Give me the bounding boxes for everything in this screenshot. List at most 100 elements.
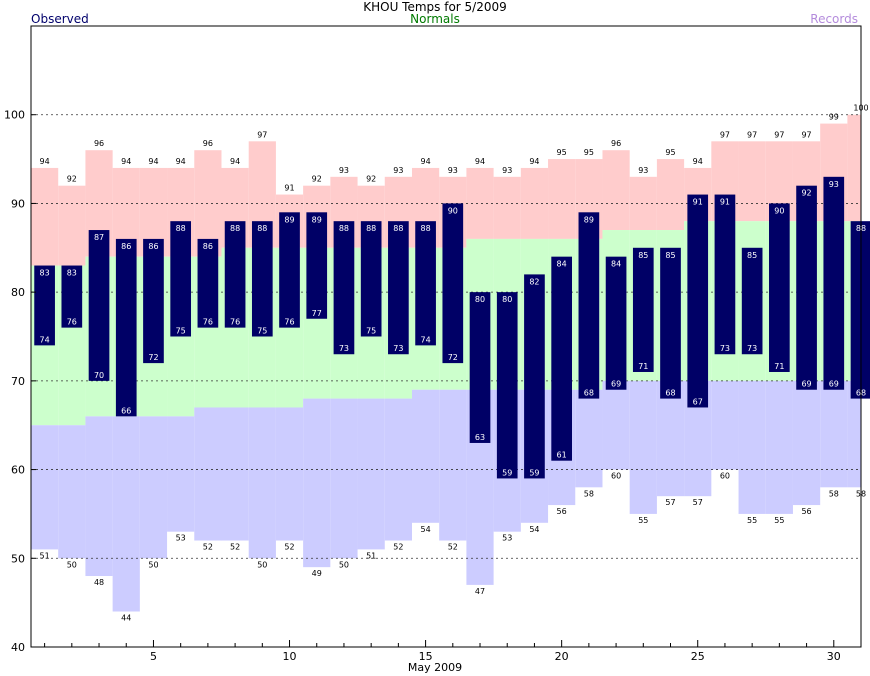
observed-high-label: 87 — [94, 233, 104, 242]
record-low-label: 52 — [284, 543, 294, 552]
observed-high-label: 83 — [40, 269, 50, 278]
record-high-label: 97 — [801, 130, 811, 139]
observed-bar — [415, 221, 436, 346]
observed-low-label: 69 — [829, 380, 839, 389]
record-low-label: 53 — [176, 534, 186, 543]
observed-bar — [143, 238, 164, 364]
record-high-band — [548, 159, 576, 239]
record-high-label: 94 — [176, 157, 186, 166]
observed-bar — [279, 212, 300, 328]
record-low-band — [847, 380, 861, 488]
observed-bar — [388, 221, 409, 355]
record-low-band — [31, 425, 59, 550]
record-high-label: 97 — [747, 130, 757, 139]
record-high-label: 93 — [638, 166, 648, 175]
observed-high-label: 89 — [312, 215, 322, 224]
record-low-label: 52 — [230, 543, 240, 552]
observed-bar — [714, 194, 736, 355]
observed-high-label: 83 — [67, 269, 77, 278]
plot-frame — [30, 25, 862, 648]
record-high-label: 94 — [693, 157, 703, 166]
legend-records: Records — [810, 12, 858, 26]
observed-high-label: 93 — [829, 180, 839, 189]
record-low-label: 52 — [203, 543, 213, 552]
y-tick-label: 90 — [11, 197, 25, 210]
observed-low-label: 73 — [720, 344, 730, 353]
record-low-label: 50 — [67, 560, 77, 569]
observed-low-label: 73 — [339, 344, 349, 353]
record-low-band — [439, 389, 467, 541]
record-high-label: 94 — [40, 157, 50, 166]
y-tick-label: 40 — [11, 641, 25, 654]
record-high-label: 94 — [121, 157, 131, 166]
observed-high-label: 82 — [529, 277, 539, 286]
record-high-label: 93 — [448, 166, 458, 175]
observed-low-label: 73 — [393, 344, 403, 353]
record-high-label: 94 — [148, 157, 158, 166]
record-high-label: 93 — [339, 166, 349, 175]
observed-low-label: 75 — [257, 327, 267, 336]
record-high-label: 95 — [557, 148, 567, 157]
observed-bar — [551, 256, 572, 461]
x-axis-label: May 2009 — [407, 661, 463, 674]
observed-high-label: 80 — [475, 295, 485, 304]
record-low-label: 58 — [584, 489, 594, 498]
observed-bar — [360, 221, 382, 337]
observed-low-label: 76 — [67, 318, 77, 327]
observed-high-label: 80 — [502, 295, 512, 304]
record-low-band — [765, 380, 793, 514]
observed-bar — [578, 212, 600, 399]
observed-bar — [197, 238, 219, 328]
x-tick-label: 25 — [691, 650, 705, 663]
record-low-band — [194, 407, 222, 541]
observed-high-label: 86 — [148, 242, 158, 251]
observed-low-label: 71 — [774, 362, 784, 371]
observed-high-label: 88 — [257, 224, 267, 233]
record-high-label: 95 — [665, 148, 675, 157]
observed-bar — [769, 203, 790, 372]
observed-low-label: 67 — [693, 397, 703, 406]
record-low-band — [656, 380, 685, 497]
x-tick-label: 30 — [827, 650, 841, 663]
record-high-label: 94 — [475, 157, 485, 166]
record-high-label: 94 — [420, 157, 430, 166]
record-low-label: 55 — [774, 516, 784, 525]
observed-bar — [660, 247, 681, 399]
record-high-label: 92 — [312, 175, 322, 184]
record-low-label: 60 — [720, 472, 730, 481]
record-low-label: 51 — [40, 551, 50, 560]
observed-high-label: 85 — [638, 251, 648, 260]
observed-low-label: 72 — [148, 353, 158, 362]
record-low-band — [303, 398, 331, 568]
observed-high-label: 90 — [774, 206, 784, 215]
observed-high-label: 88 — [339, 224, 349, 233]
observed-bar — [605, 256, 627, 390]
observed-low-label: 76 — [230, 318, 240, 327]
record-low-label: 58 — [829, 489, 839, 498]
observed-high-label: 85 — [665, 251, 675, 260]
observed-low-label: 75 — [176, 327, 186, 336]
record-high-label: 93 — [393, 166, 403, 175]
observed-high-label: 86 — [121, 242, 131, 251]
record-high-band — [602, 150, 630, 231]
record-high-label: 96 — [94, 139, 104, 148]
observed-high-label: 90 — [448, 206, 458, 215]
observed-bar — [469, 292, 491, 443]
record-low-label: 56 — [557, 507, 567, 516]
observed-bar — [524, 274, 545, 479]
record-low-band — [738, 380, 766, 514]
record-high-label: 97 — [257, 130, 267, 139]
observed-bar — [741, 247, 763, 355]
observed-high-label: 88 — [420, 224, 430, 233]
record-high-band — [738, 141, 766, 222]
observed-high-label: 86 — [203, 242, 213, 251]
observed-bar — [170, 221, 192, 337]
record-low-label: 54 — [529, 525, 539, 534]
record-low-band — [58, 425, 86, 559]
record-low-band — [820, 380, 848, 488]
record-low-band — [575, 389, 603, 488]
record-low-band — [248, 407, 276, 559]
record-low-label: 52 — [393, 543, 403, 552]
record-high-band — [31, 167, 59, 266]
record-high-label: 91 — [284, 184, 294, 193]
